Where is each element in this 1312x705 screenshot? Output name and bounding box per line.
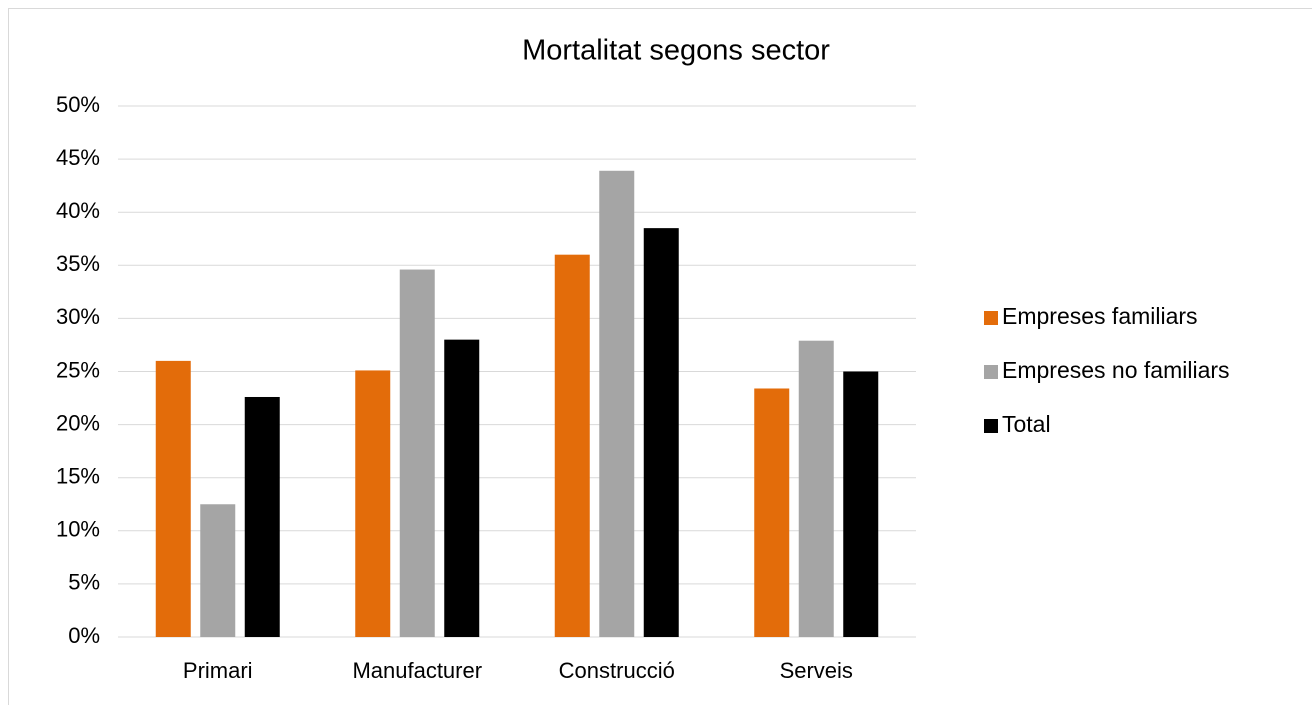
legend-label: Empreses no familiars [1002, 357, 1230, 383]
y-tick-label: 30% [56, 304, 100, 329]
x-tick-label: Serveis [780, 658, 853, 683]
legend-swatch [984, 419, 998, 433]
y-tick-label: 45% [56, 145, 100, 170]
bar [843, 371, 879, 637]
legend-swatch [984, 365, 998, 379]
x-tick-label: Construcció [559, 658, 675, 683]
y-tick-label: 0% [68, 623, 100, 648]
y-tick-label: 5% [68, 570, 100, 595]
y-tick-label: 10% [56, 517, 100, 542]
y-tick-label: 50% [56, 92, 100, 117]
bar [355, 370, 391, 637]
bar [155, 360, 191, 637]
bar [643, 228, 679, 637]
x-tick-label: Primari [183, 658, 253, 683]
bar [754, 388, 790, 637]
bar [244, 396, 280, 637]
legend-swatch [984, 311, 998, 325]
bar [554, 254, 590, 637]
bar [399, 269, 435, 637]
legend-label: Empreses familiars [1002, 303, 1198, 329]
y-tick-label: 20% [56, 410, 100, 435]
y-tick-label: 25% [56, 357, 100, 382]
x-tick-label: Manufacturer [352, 658, 482, 683]
y-tick-label: 15% [56, 464, 100, 489]
bar [444, 339, 480, 637]
legend-label: Total [1002, 411, 1051, 437]
bar [200, 504, 236, 637]
chart-title: Mortalitat segons sector [522, 35, 830, 67]
y-tick-label: 35% [56, 251, 100, 276]
bar [798, 340, 834, 637]
bar [599, 170, 635, 638]
y-tick-label: 40% [56, 198, 100, 223]
